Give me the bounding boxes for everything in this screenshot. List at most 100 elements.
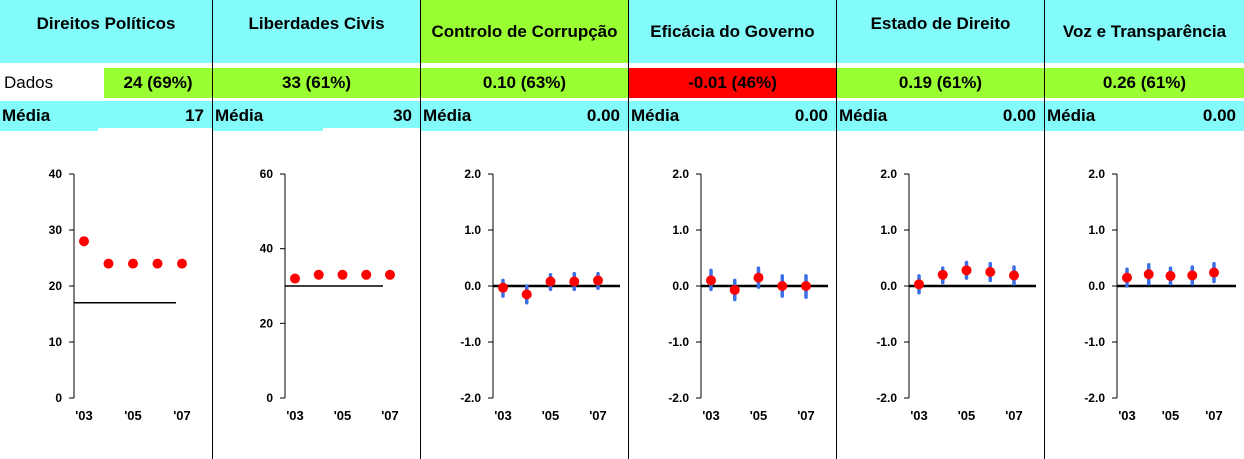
y-tick-label: 40 xyxy=(49,167,63,181)
data-row: 33 (61%) xyxy=(213,68,420,98)
data-point xyxy=(128,258,138,269)
y-tick-label: 2.0 xyxy=(672,167,689,181)
mean-value: 30 xyxy=(393,106,412,125)
x-tick-label: '03 xyxy=(1118,408,1136,423)
mean-value: 0.00 xyxy=(1002,106,1036,125)
y-tick-label: 2.0 xyxy=(1088,167,1105,181)
panel-divider xyxy=(1044,0,1045,459)
y-tick-label: -1.0 xyxy=(876,335,897,349)
mean-row: Média 30 xyxy=(213,101,420,131)
y-tick-label: 0.0 xyxy=(464,279,481,293)
mean-label: Média xyxy=(215,106,264,125)
data-point xyxy=(706,275,716,286)
mean-row: Média 0.00 xyxy=(1045,101,1244,131)
panel-divider xyxy=(836,0,837,459)
y-tick-label: 20 xyxy=(49,279,63,293)
y-tick-label: 0.0 xyxy=(1088,279,1105,293)
y-tick-label: 2.0 xyxy=(464,167,481,181)
y-tick-label: -2.0 xyxy=(1084,391,1105,405)
data-point xyxy=(1165,270,1176,281)
x-tick-label: '03 xyxy=(286,408,304,423)
panel-divider xyxy=(212,0,213,459)
y-tick-label: 0.0 xyxy=(672,279,689,293)
mean-row: Média 0.00 xyxy=(629,101,836,131)
data-row: 0.26 (61%) xyxy=(1045,68,1244,98)
data-row: -0.01 (46%) xyxy=(629,68,836,98)
indicator-panel: Liberdades Civis 33 (61%) Média 30 0 20 40 60 '0… xyxy=(213,0,420,459)
mean-row: Média 0.00 xyxy=(837,101,1044,131)
x-tick-label: '03 xyxy=(702,408,720,423)
data-value: 0.10 (63%) xyxy=(421,68,628,98)
data-point xyxy=(569,276,580,287)
x-tick-label: '05 xyxy=(750,408,768,423)
data-point xyxy=(1143,269,1154,280)
data-point xyxy=(177,258,187,269)
indicator-title: Controlo de Corrupção xyxy=(421,0,628,63)
y-tick-label: 1.0 xyxy=(880,223,897,237)
data-point xyxy=(385,269,395,280)
data-point xyxy=(498,282,508,293)
data-point xyxy=(1122,272,1132,283)
data-value: 0.19 (61%) xyxy=(837,68,1044,98)
x-tick-label: '05 xyxy=(334,408,352,423)
x-tick-label: '07 xyxy=(381,408,399,423)
indicator-panel: Voz e Transparência 0.26 (61%) Média 0.00 -2… xyxy=(1045,0,1244,459)
y-tick-label: 1.0 xyxy=(672,223,689,237)
x-tick-label: '07 xyxy=(797,408,815,423)
data-point xyxy=(79,236,89,247)
indicator-title: Voz e Transparência xyxy=(1045,0,1244,63)
y-tick-label: 20 xyxy=(260,316,274,330)
indicator-title: Direitos Políticos xyxy=(0,0,212,63)
data-point xyxy=(985,267,996,277)
y-tick-label: 0.0 xyxy=(880,279,897,293)
scatter-plot: -2.0 -1.0 0.0 1.0 2.0 '03 '05 '07 xyxy=(668,167,828,423)
indicator-title: Eficácia do Governo xyxy=(629,0,836,63)
y-tick-label: -2.0 xyxy=(876,391,897,405)
x-tick-label: '03 xyxy=(494,408,512,423)
x-tick-label: '07 xyxy=(1005,408,1023,423)
y-tick-label: 10 xyxy=(49,335,63,349)
indicator-panel: Estado de Direito 0.19 (61%) Média 0.00 -2.0… xyxy=(837,0,1044,459)
y-tick-label: 1.0 xyxy=(464,223,481,237)
data-point xyxy=(937,269,948,280)
mean-label: Média xyxy=(631,106,680,125)
indicator-title: Estado de Direito xyxy=(837,0,1044,63)
data-value: 33 (61%) xyxy=(213,68,420,98)
y-tick-label: 2.0 xyxy=(880,167,897,181)
mean-value: 0.00 xyxy=(586,106,620,125)
data-point xyxy=(361,269,372,280)
data-row: Dados 24 (69%) xyxy=(0,68,212,98)
data-point xyxy=(1009,270,1019,281)
mean-label: Média xyxy=(423,106,472,125)
x-tick-label: '05 xyxy=(542,408,560,423)
panel-divider xyxy=(628,0,629,459)
x-tick-label: '07 xyxy=(589,408,607,423)
indicator-panel: Eficácia do Governo -0.01 (46%) Média 0.00 -… xyxy=(629,0,836,459)
x-tick-label: '05 xyxy=(124,408,142,423)
y-tick-label: 40 xyxy=(260,242,274,256)
indicator-title: Liberdades Civis xyxy=(213,0,420,63)
y-tick-label: -1.0 xyxy=(460,335,481,349)
mean-value: 0.00 xyxy=(794,106,828,125)
data-row: 0.19 (61%) xyxy=(837,68,1044,98)
scatter-plot: 0 10 20 30 40 '03 '05 '07 xyxy=(49,167,191,423)
data-point xyxy=(290,273,300,284)
data-point xyxy=(801,281,811,291)
data-point xyxy=(313,269,324,280)
y-tick-label: 0 xyxy=(266,391,273,405)
mean-value: 17 xyxy=(185,106,204,125)
data-point xyxy=(1209,267,1219,278)
y-tick-label: -2.0 xyxy=(668,391,689,405)
y-tick-label: -1.0 xyxy=(1084,335,1105,349)
y-tick-label: -1.0 xyxy=(668,335,689,349)
data-label: Dados xyxy=(0,68,104,98)
x-tick-label: '03 xyxy=(910,408,928,423)
mean-label: Média xyxy=(839,106,888,125)
y-tick-label: 1.0 xyxy=(1088,223,1105,237)
scatter-plot: 0 20 40 60 '03 '05 '07 xyxy=(260,167,399,423)
data-point xyxy=(103,258,114,269)
scatter-plot: -2.0 -1.0 0.0 1.0 2.0 '03 '05 '07 xyxy=(1084,167,1236,423)
mean-row: Média 17 xyxy=(0,101,212,131)
mean-label: Média xyxy=(1047,106,1096,125)
